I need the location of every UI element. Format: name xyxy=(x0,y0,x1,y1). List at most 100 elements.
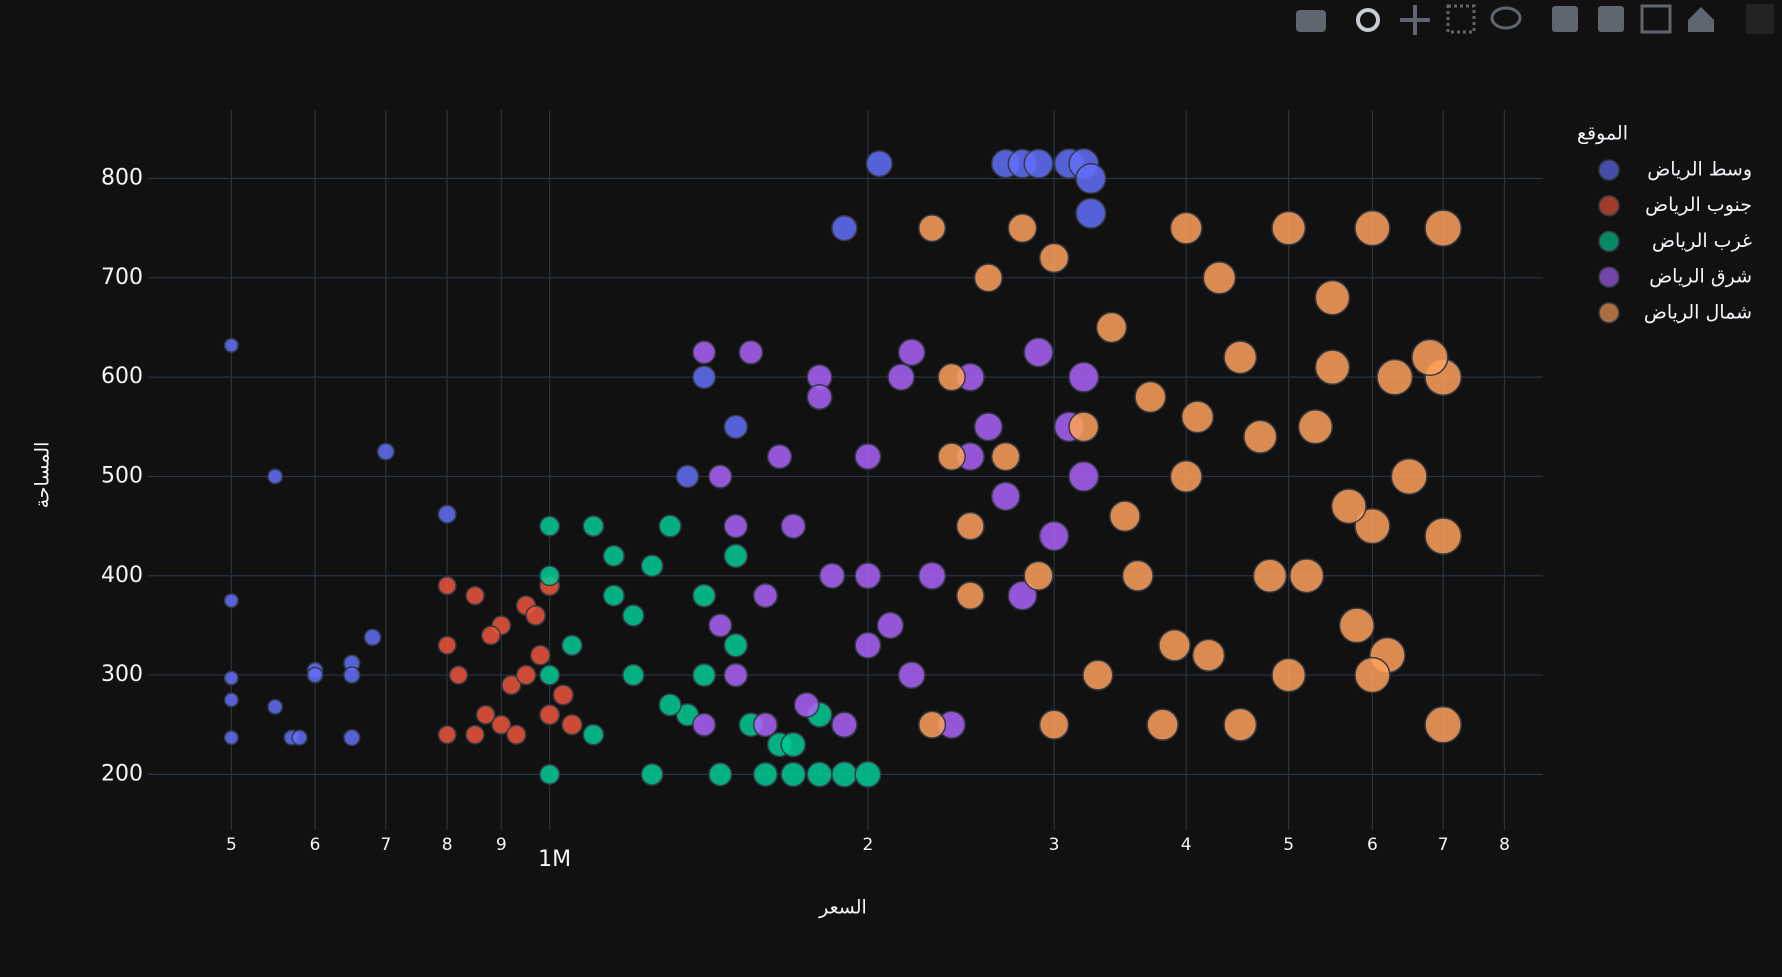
point xyxy=(1314,349,1351,386)
point xyxy=(1169,211,1203,245)
point xyxy=(1297,409,1334,445)
point xyxy=(343,728,361,747)
point xyxy=(1376,358,1414,396)
point xyxy=(1354,656,1391,694)
point xyxy=(1121,559,1154,592)
x-tick-label: 4 xyxy=(1181,835,1192,855)
point xyxy=(267,698,284,715)
point xyxy=(708,762,733,787)
point xyxy=(223,692,239,708)
point xyxy=(831,711,858,738)
y-tick-label: 500 xyxy=(101,463,143,488)
autoscale-button[interactable] xyxy=(1640,4,1672,34)
point xyxy=(1068,411,1100,443)
point xyxy=(1424,209,1462,247)
point xyxy=(831,761,858,788)
point xyxy=(723,414,749,440)
point xyxy=(865,150,893,178)
point xyxy=(806,383,833,411)
point xyxy=(1354,210,1391,247)
point xyxy=(223,670,239,686)
point xyxy=(876,611,904,640)
point xyxy=(491,714,512,735)
point xyxy=(525,605,547,626)
zoom-button[interactable] xyxy=(1356,8,1380,32)
legend-title: الموقع xyxy=(1577,123,1628,145)
x-tick-label: 5 xyxy=(226,835,237,855)
point xyxy=(937,362,966,392)
point xyxy=(692,663,717,688)
point xyxy=(990,441,1021,472)
x-tick-label: 5 xyxy=(1283,835,1294,855)
point xyxy=(622,604,645,627)
point xyxy=(1109,500,1141,533)
point xyxy=(515,664,537,686)
x-tick-label: 7 xyxy=(380,835,391,855)
point xyxy=(806,761,833,788)
y-tick-label: 700 xyxy=(101,265,143,290)
point xyxy=(582,723,605,746)
point xyxy=(1354,507,1391,545)
y-axis-title: المساحة xyxy=(32,442,54,509)
point xyxy=(1082,659,1114,691)
legend-label: شمال الرياض xyxy=(1644,301,1752,323)
point xyxy=(918,214,947,243)
point xyxy=(793,691,820,718)
x-tick-label: 7 xyxy=(1438,835,1449,855)
point xyxy=(692,340,717,365)
point xyxy=(1223,340,1258,375)
legend-marker xyxy=(1598,159,1620,181)
point xyxy=(723,513,749,539)
point xyxy=(658,693,682,717)
point xyxy=(780,761,807,788)
legend-label: شرق الرياض xyxy=(1649,266,1752,288)
point xyxy=(223,337,239,353)
point xyxy=(1252,558,1288,593)
grid: 200 300 400 500 600 700 800 5 6 7 8 9 1M 2 3 4 5 6 7 8 xyxy=(101,110,1543,872)
point xyxy=(640,554,664,578)
point xyxy=(1289,558,1325,594)
point xyxy=(1390,457,1428,495)
point xyxy=(831,214,858,242)
zoom-out-button[interactable] xyxy=(1598,6,1624,32)
plotly-logo[interactable] xyxy=(1746,4,1774,34)
point xyxy=(1038,242,1070,274)
select-button[interactable] xyxy=(1446,4,1476,34)
point xyxy=(1271,210,1307,246)
modebar xyxy=(1296,4,1774,35)
point xyxy=(602,584,625,607)
point xyxy=(692,583,717,608)
y-tick-label: 600 xyxy=(101,364,143,389)
lasso-button[interactable] xyxy=(1490,6,1522,30)
point xyxy=(1181,400,1215,434)
point xyxy=(675,464,700,489)
point xyxy=(475,704,496,725)
pan-button[interactable] xyxy=(1400,5,1430,35)
x-axis-title: السعر xyxy=(818,897,867,919)
point xyxy=(539,664,561,686)
reset-button[interactable] xyxy=(1688,7,1714,32)
point xyxy=(465,724,485,745)
point xyxy=(752,583,778,609)
point xyxy=(552,684,574,706)
point xyxy=(1038,520,1070,552)
point xyxy=(1023,560,1054,591)
point xyxy=(918,710,947,739)
point xyxy=(752,761,778,787)
x-tick-label: 8 xyxy=(442,835,453,855)
point xyxy=(692,712,717,737)
point xyxy=(973,412,1003,442)
x-tick-label: 1M xyxy=(538,847,571,872)
point xyxy=(723,543,749,569)
point xyxy=(918,561,947,590)
point xyxy=(1314,279,1351,316)
point xyxy=(1243,419,1278,454)
point xyxy=(766,443,793,470)
point xyxy=(223,730,239,746)
zoom-in-button[interactable] xyxy=(1552,6,1578,32)
point xyxy=(506,724,527,745)
camera-button[interactable] xyxy=(1296,10,1326,32)
point xyxy=(1068,361,1100,393)
point xyxy=(582,515,605,538)
